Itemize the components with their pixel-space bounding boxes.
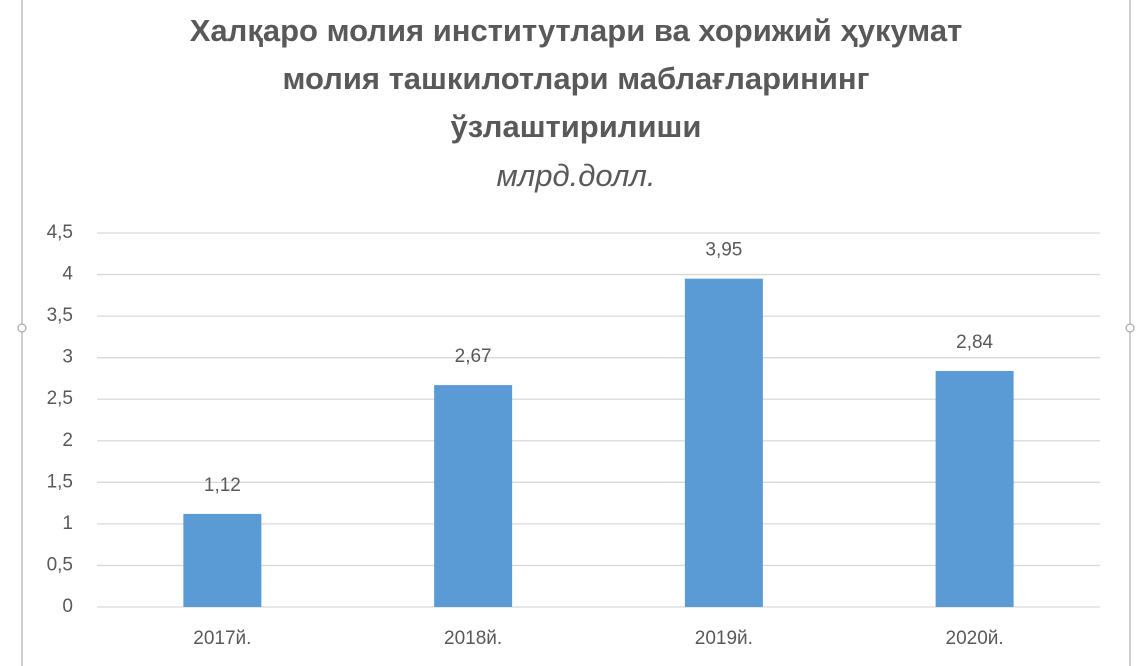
data-label: 1,12: [204, 475, 241, 496]
chart-title: молия ташкилотлари маблағларининг: [282, 61, 869, 96]
chart-subtitle: млрд.долл.: [497, 158, 656, 193]
y-tick-label: 0: [62, 596, 73, 617]
data-label: 2,67: [455, 346, 492, 367]
resize-handle: [1125, 323, 1135, 333]
y-tick-label: 1,5: [47, 471, 73, 492]
y-tick-label: 2,5: [47, 388, 73, 409]
resize-handle: [17, 323, 27, 333]
x-tick-label: 2018й.: [444, 628, 502, 649]
bar: [935, 370, 1014, 607]
bar: [183, 513, 262, 607]
y-tick-label: 1: [62, 513, 73, 534]
data-label: 3,95: [705, 240, 742, 261]
bar: [684, 278, 763, 607]
bar: [434, 385, 513, 607]
x-tick-label: 2017й.: [193, 628, 251, 649]
y-tick-label: 4: [62, 264, 73, 285]
x-tick-label: 2020й.: [946, 628, 1004, 649]
y-tick-label: 0,5: [47, 554, 73, 575]
y-tick-label: 4,5: [47, 222, 73, 243]
chart-title: ўзлаштирилиши: [451, 109, 702, 144]
y-tick-label: 3: [62, 347, 73, 368]
y-tick-label: 3,5: [47, 305, 73, 326]
x-tick-label: 2019й.: [695, 628, 753, 649]
data-label: 2,84: [956, 332, 993, 353]
chart-title: Халқаро молия институтлари ва хорижий ҳу…: [190, 13, 963, 48]
y-tick-label: 2: [62, 430, 73, 451]
